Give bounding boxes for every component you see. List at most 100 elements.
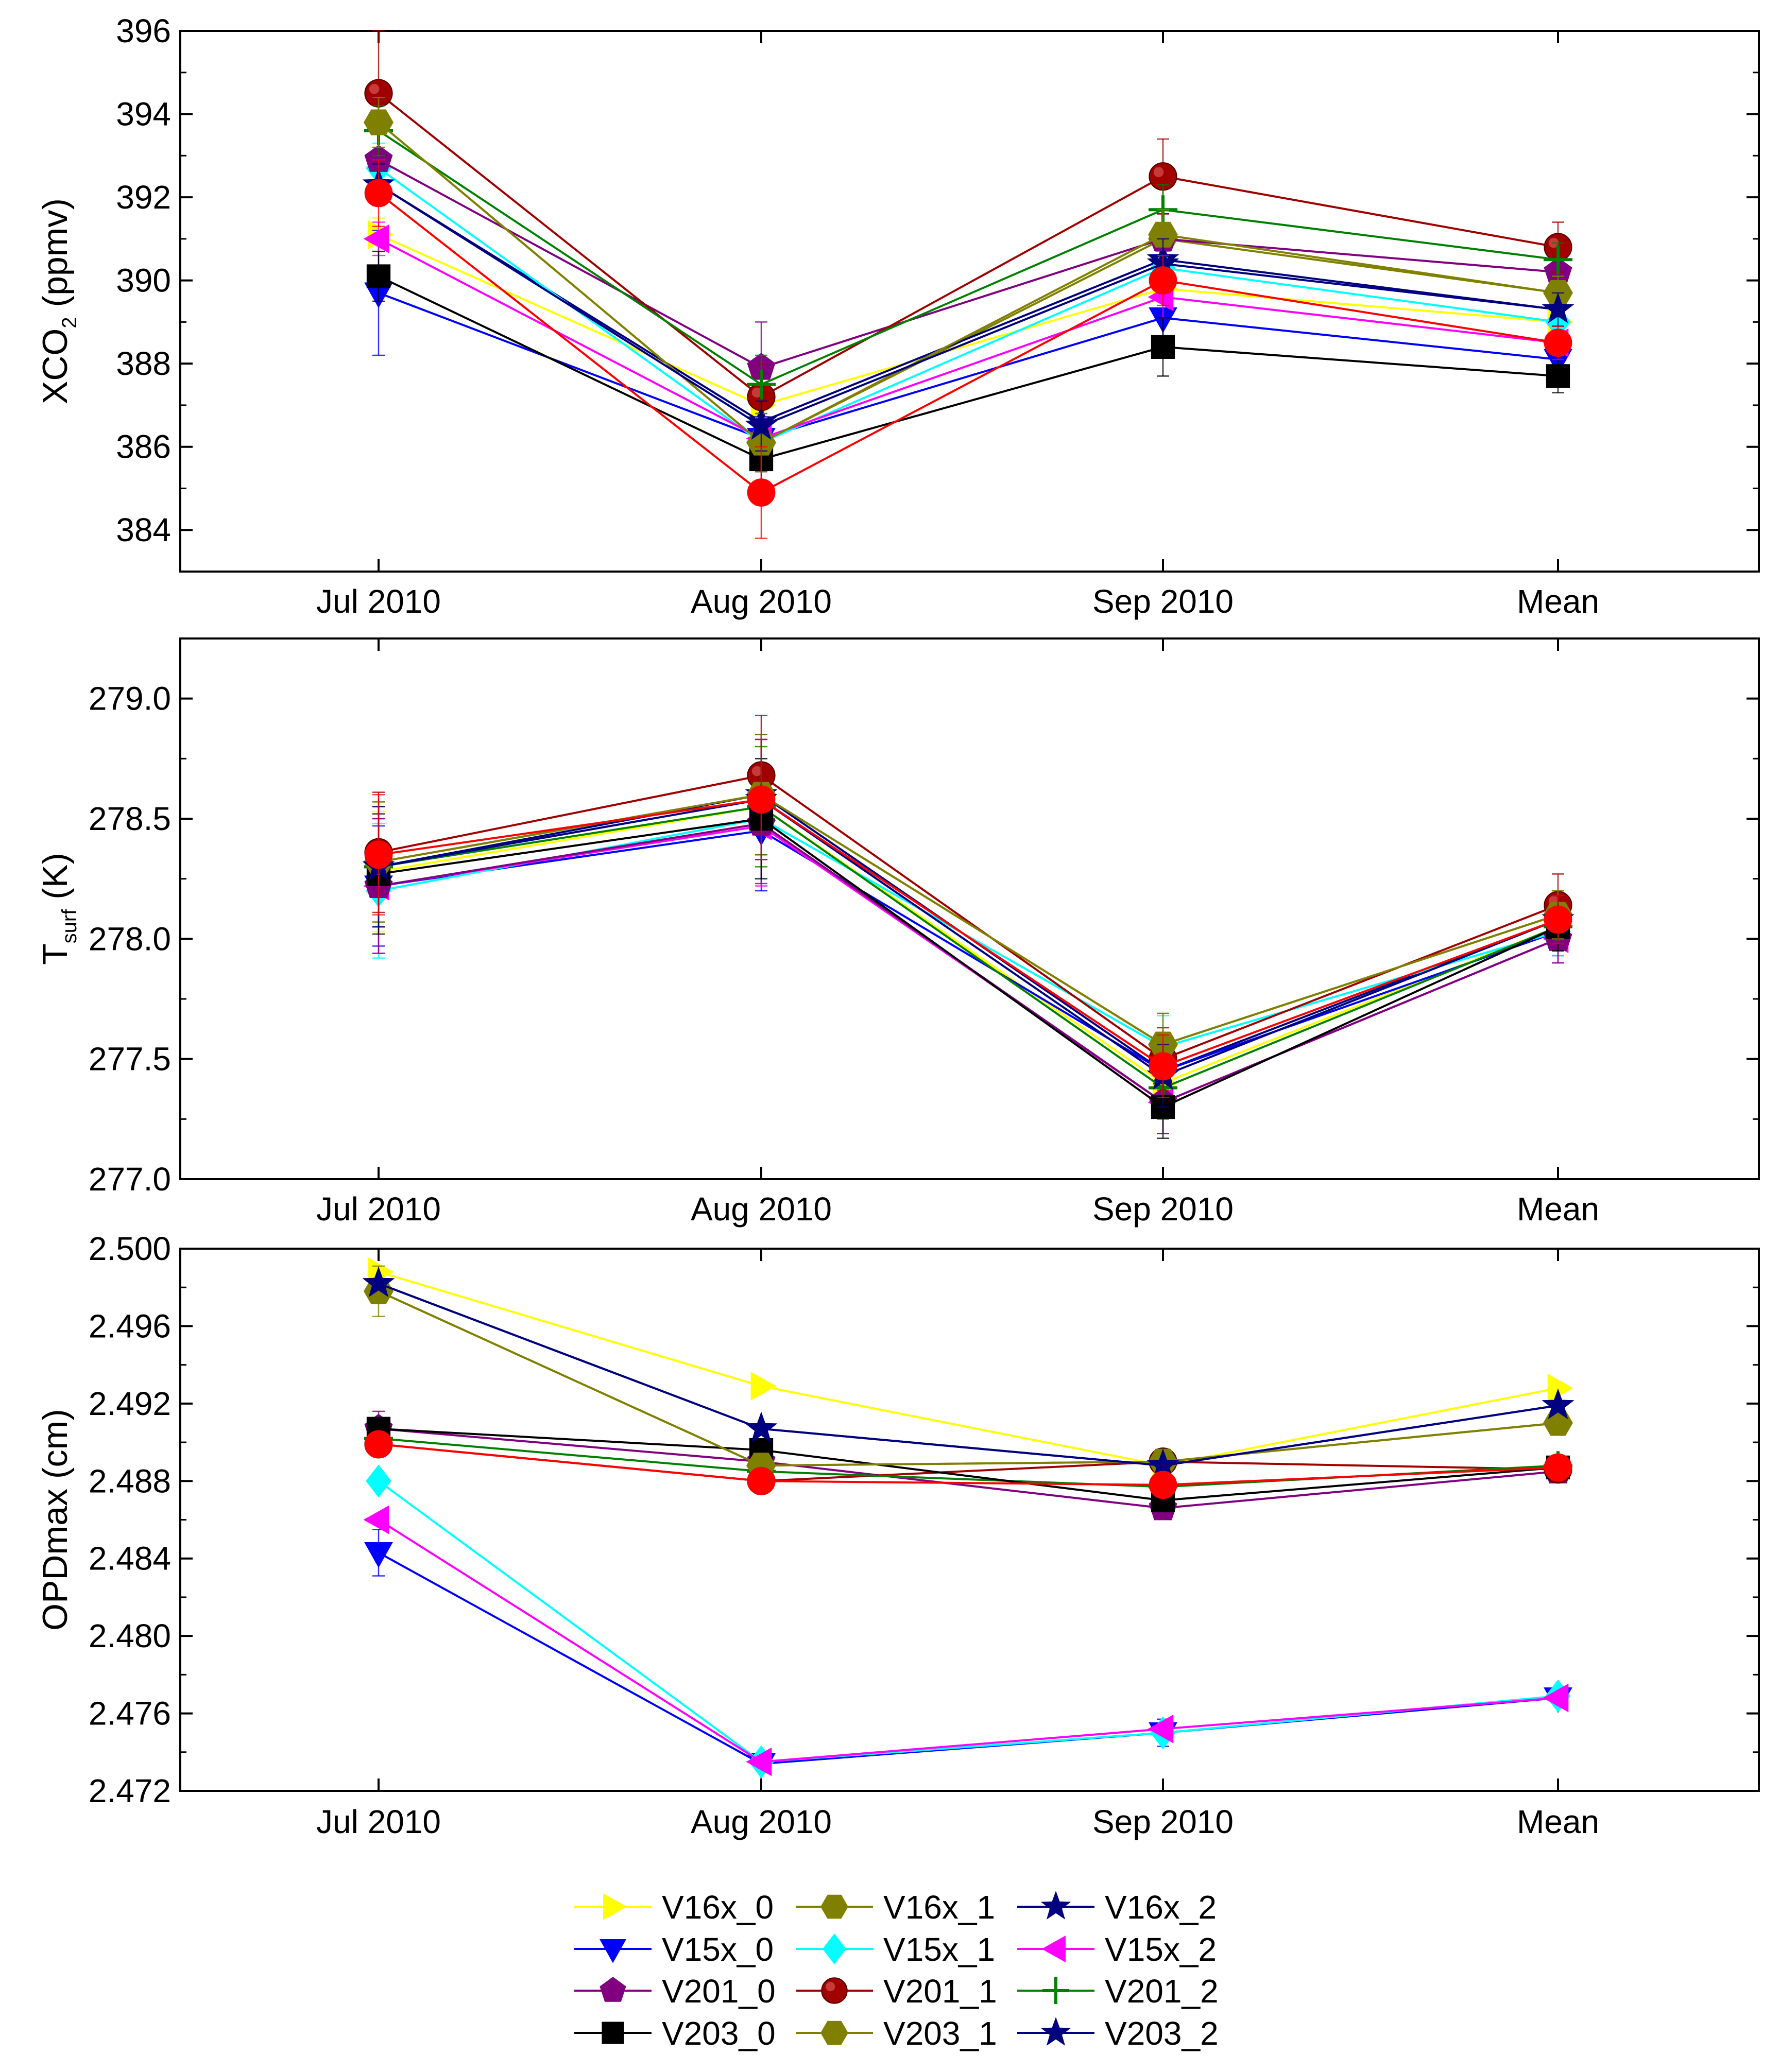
series-v15x-0 xyxy=(364,1529,1572,1779)
legend-marker xyxy=(1040,2017,1071,2046)
y-tick-label: 390 xyxy=(116,262,171,299)
series-line-v201-0 xyxy=(378,822,1559,1103)
series-line-v201-2 xyxy=(378,130,1559,386)
x-tick-label: Aug 2010 xyxy=(691,583,832,620)
series-red xyxy=(364,1430,1572,1499)
series-v201-0 xyxy=(364,130,1572,415)
point-v15x-0 xyxy=(364,1542,393,1568)
point-red xyxy=(747,785,776,814)
y-tick-label: 392 xyxy=(116,179,171,216)
point-v201-2 xyxy=(1544,245,1572,274)
legend-item-v16x-1: V16x_1 xyxy=(796,1889,995,1926)
series-line-v203-0 xyxy=(378,817,1559,1109)
point-red xyxy=(1544,329,1572,357)
series-line-v16x-0 xyxy=(378,1271,1559,1467)
point-red xyxy=(1544,905,1572,934)
point-v15x-1 xyxy=(366,1464,391,1498)
point-v201-1-shine xyxy=(751,387,762,398)
point-v15x-2 xyxy=(1543,1683,1569,1713)
x-tick-label: Jul 2010 xyxy=(316,1803,441,1840)
point-v203-2 xyxy=(1542,292,1574,323)
legend-label: V203_1 xyxy=(883,2015,997,2052)
point-v203-0 xyxy=(1151,335,1175,359)
legend-item-v201-2: V201_2 xyxy=(1017,1973,1219,2010)
y-tick-label: 2.480 xyxy=(89,1617,171,1654)
point-red xyxy=(1149,1052,1177,1081)
x-tick-label: Mean xyxy=(1517,583,1599,620)
point-v15x-2 xyxy=(746,1747,772,1776)
series-line-v16x-2 xyxy=(378,184,1559,423)
y-tick-label: 278.0 xyxy=(89,920,171,957)
y-tick-label: 2.476 xyxy=(89,1695,171,1732)
y-tick-label: 2.500 xyxy=(89,1230,171,1267)
series-line-v203-1 xyxy=(378,1290,1559,1467)
y-tick-label: 2.472 xyxy=(89,1772,171,1809)
point-v203-2 xyxy=(745,1411,778,1443)
y-tick-label: 279.0 xyxy=(89,680,171,717)
series-v203-2 xyxy=(362,1266,1574,1479)
legend-item-v203-0: V203_0 xyxy=(574,2015,776,2052)
point-red xyxy=(747,1466,776,1495)
legend-label: V201_1 xyxy=(883,1973,997,2010)
point-v203-2 xyxy=(1542,1388,1574,1420)
point-v203-1 xyxy=(364,109,393,135)
series-v16x-1 xyxy=(364,734,1573,1077)
x-tick-label: Mean xyxy=(1517,1803,1599,1840)
y-tick-label: 388 xyxy=(116,345,171,382)
legend-label: V16x_2 xyxy=(1105,1889,1217,1926)
legend-item-v203-2: V203_2 xyxy=(1017,2015,1219,2052)
y-tick-label: 2.496 xyxy=(89,1307,171,1344)
legend-marker xyxy=(1042,1977,1069,2004)
x-tick-label: Mean xyxy=(1517,1190,1599,1228)
series-line-v15x-1 xyxy=(378,1480,1559,1763)
x-tick-label: Sep 2010 xyxy=(1092,583,1234,620)
x-tick-label: Aug 2010 xyxy=(691,1803,832,1840)
series-line-v203-0 xyxy=(378,1427,1559,1501)
point-v201-1-shine xyxy=(1153,167,1164,178)
x-tick-label: Aug 2010 xyxy=(691,1190,832,1228)
series-line-red xyxy=(378,798,1559,1067)
legend-marker-shine xyxy=(826,1982,835,1992)
y-axis-label-rest: (ppmv) xyxy=(36,198,75,317)
point-red xyxy=(747,478,776,507)
y-axis-label-main: T xyxy=(36,943,75,965)
legend-marker xyxy=(820,2021,848,2045)
y-tick-label: 277.5 xyxy=(89,1041,171,1078)
point-v15x-2 xyxy=(363,1505,389,1534)
y-axis-label-sub: surf xyxy=(58,909,81,944)
legend-marker xyxy=(603,1893,627,1920)
series-line-v203-0 xyxy=(378,275,1559,461)
y-axis-label: OPDmax (cm) xyxy=(36,1409,75,1631)
series-line-v15x-2 xyxy=(378,238,1559,440)
y-tick-label: 278.5 xyxy=(89,800,171,837)
series-line-v203-2 xyxy=(378,184,1559,427)
series-v16x-0 xyxy=(368,746,1573,1120)
point-red xyxy=(1149,1471,1177,1499)
legend-label: V201_0 xyxy=(662,1973,776,2010)
series-v15x-2 xyxy=(363,1505,1569,1776)
point-v201-1-shine xyxy=(751,766,762,776)
series-v15x-1 xyxy=(366,1464,1571,1779)
legend-label: V16x_1 xyxy=(883,1889,995,1926)
panel-3-frame xyxy=(179,1248,1760,1792)
series-v16x-2 xyxy=(362,163,1574,447)
y-axis-label-main: XCO xyxy=(36,329,75,404)
panel-3: 2.472 2.476 2.480 2.484 2.488 2.492 2.496 2.500… xyxy=(36,1230,1760,1840)
series-line-v15x-2 xyxy=(378,824,1559,1103)
legend-item-v15x-0: V15x_0 xyxy=(574,1931,774,1968)
series-line-red xyxy=(378,192,1559,494)
legend-marker xyxy=(820,1894,848,1919)
legend-item-v15x-1: V15x_1 xyxy=(796,1931,995,1968)
legend: V16x_0 V16x_1 V16x_2 V15x_0 V15x_1 V15x_2 V201… xyxy=(574,1889,1219,2052)
panel-1-frame xyxy=(179,30,1760,573)
point-v203-2 xyxy=(362,1266,395,1298)
legend-item-v201-0: V201_0 xyxy=(574,1973,776,2010)
point-v203-2 xyxy=(745,409,778,440)
series-v16x-1 xyxy=(364,1265,1573,1479)
y-axis-label: Tsurf (K) xyxy=(36,853,81,965)
legend-marker-fill xyxy=(821,1977,848,2004)
legend-item-v15x-2: V15x_2 xyxy=(1017,1931,1217,1968)
series-v203-0 xyxy=(366,250,1570,485)
point-v201-2 xyxy=(747,370,776,399)
